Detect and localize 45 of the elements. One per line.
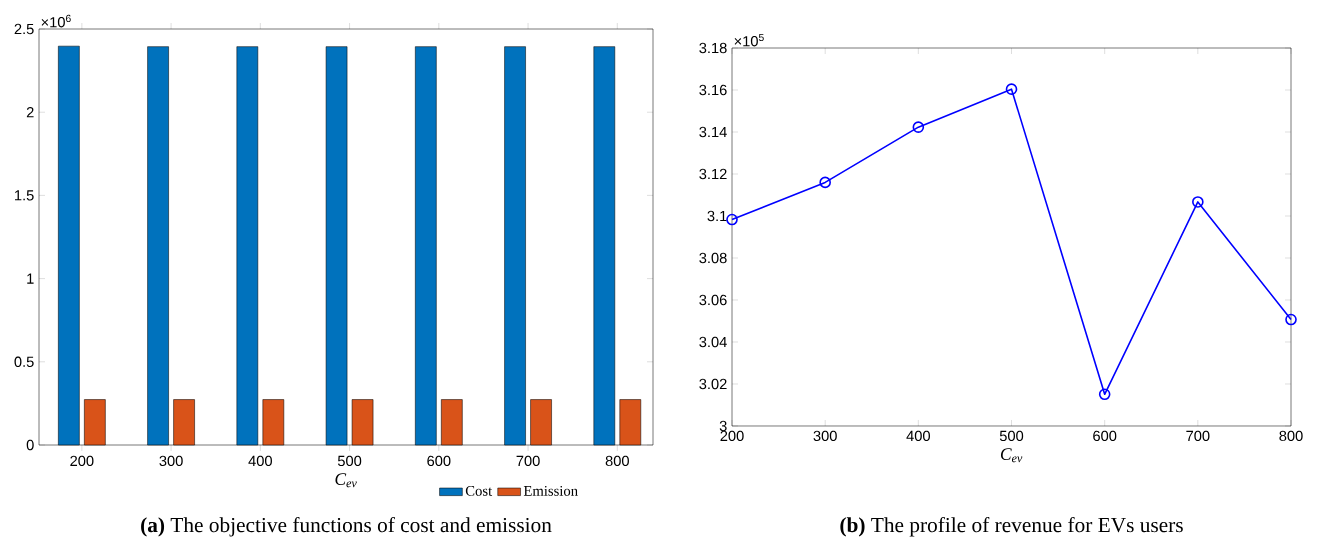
y-tick-label: 3.02 xyxy=(699,378,727,390)
x-tick-label: 800 xyxy=(605,455,629,467)
x-axis-title: C$_{ev}$ xyxy=(1000,448,1023,463)
legend-label: Emission xyxy=(523,485,578,496)
x-tick-label: 400 xyxy=(248,455,272,467)
x-tick-label: 300 xyxy=(813,430,837,442)
point xyxy=(1285,313,1297,326)
x-tick-label: 700 xyxy=(1186,430,1210,442)
x-tick-label: 400 xyxy=(906,430,930,442)
point xyxy=(726,213,738,226)
y-tick-label: 3.04 xyxy=(699,336,727,348)
x-tick-label: 500 xyxy=(999,430,1024,442)
x-tick-label: 500 xyxy=(337,455,362,467)
y-tick-label: 3.14 xyxy=(699,126,727,138)
text: (b) The profile of revenue for EVs users xyxy=(840,516,1183,537)
x-tick-label: 600 xyxy=(1093,430,1117,442)
y-tick-label: 1 xyxy=(27,273,34,284)
y-tick-label: 3.16 xyxy=(699,84,727,96)
y-tick-label: 3.18 xyxy=(699,42,727,54)
x-tick-label: 700 xyxy=(516,455,540,467)
point xyxy=(819,176,831,189)
text: (a) The objective functions of cost and emission xyxy=(141,516,552,537)
point xyxy=(912,121,925,133)
x-tick-label: 300 xyxy=(159,455,183,467)
y-tick-label: 2.5 xyxy=(14,23,34,35)
point xyxy=(1005,83,1018,95)
y-tick-label: 3.06 xyxy=(699,294,727,306)
y-tick-label: 3.08 xyxy=(699,252,727,264)
y-tick-label: 0 xyxy=(26,439,34,451)
x-tick-label: 800 xyxy=(1279,430,1303,442)
x-axis-title: C$_{ev}$ xyxy=(335,473,357,488)
y-tick-label: 1.5 xyxy=(15,190,34,201)
text: ×10$^{5}$ xyxy=(734,33,764,47)
text: ×10$^{6}$ xyxy=(41,14,71,28)
y-tick-label: 3.12 xyxy=(699,168,727,180)
x-tick-label: 200 xyxy=(720,430,744,442)
point xyxy=(1192,196,1204,208)
point xyxy=(1098,388,1111,401)
y-tick-label: 0.5 xyxy=(14,356,34,367)
legend-label: Cost xyxy=(465,485,493,496)
y-tick-label: 3.1 xyxy=(707,210,727,222)
y-tick-label: 3 xyxy=(719,420,727,432)
x-tick-label: 200 xyxy=(70,455,94,467)
y-tick-label: 2 xyxy=(26,107,34,118)
x-tick-label: 600 xyxy=(427,455,451,467)
